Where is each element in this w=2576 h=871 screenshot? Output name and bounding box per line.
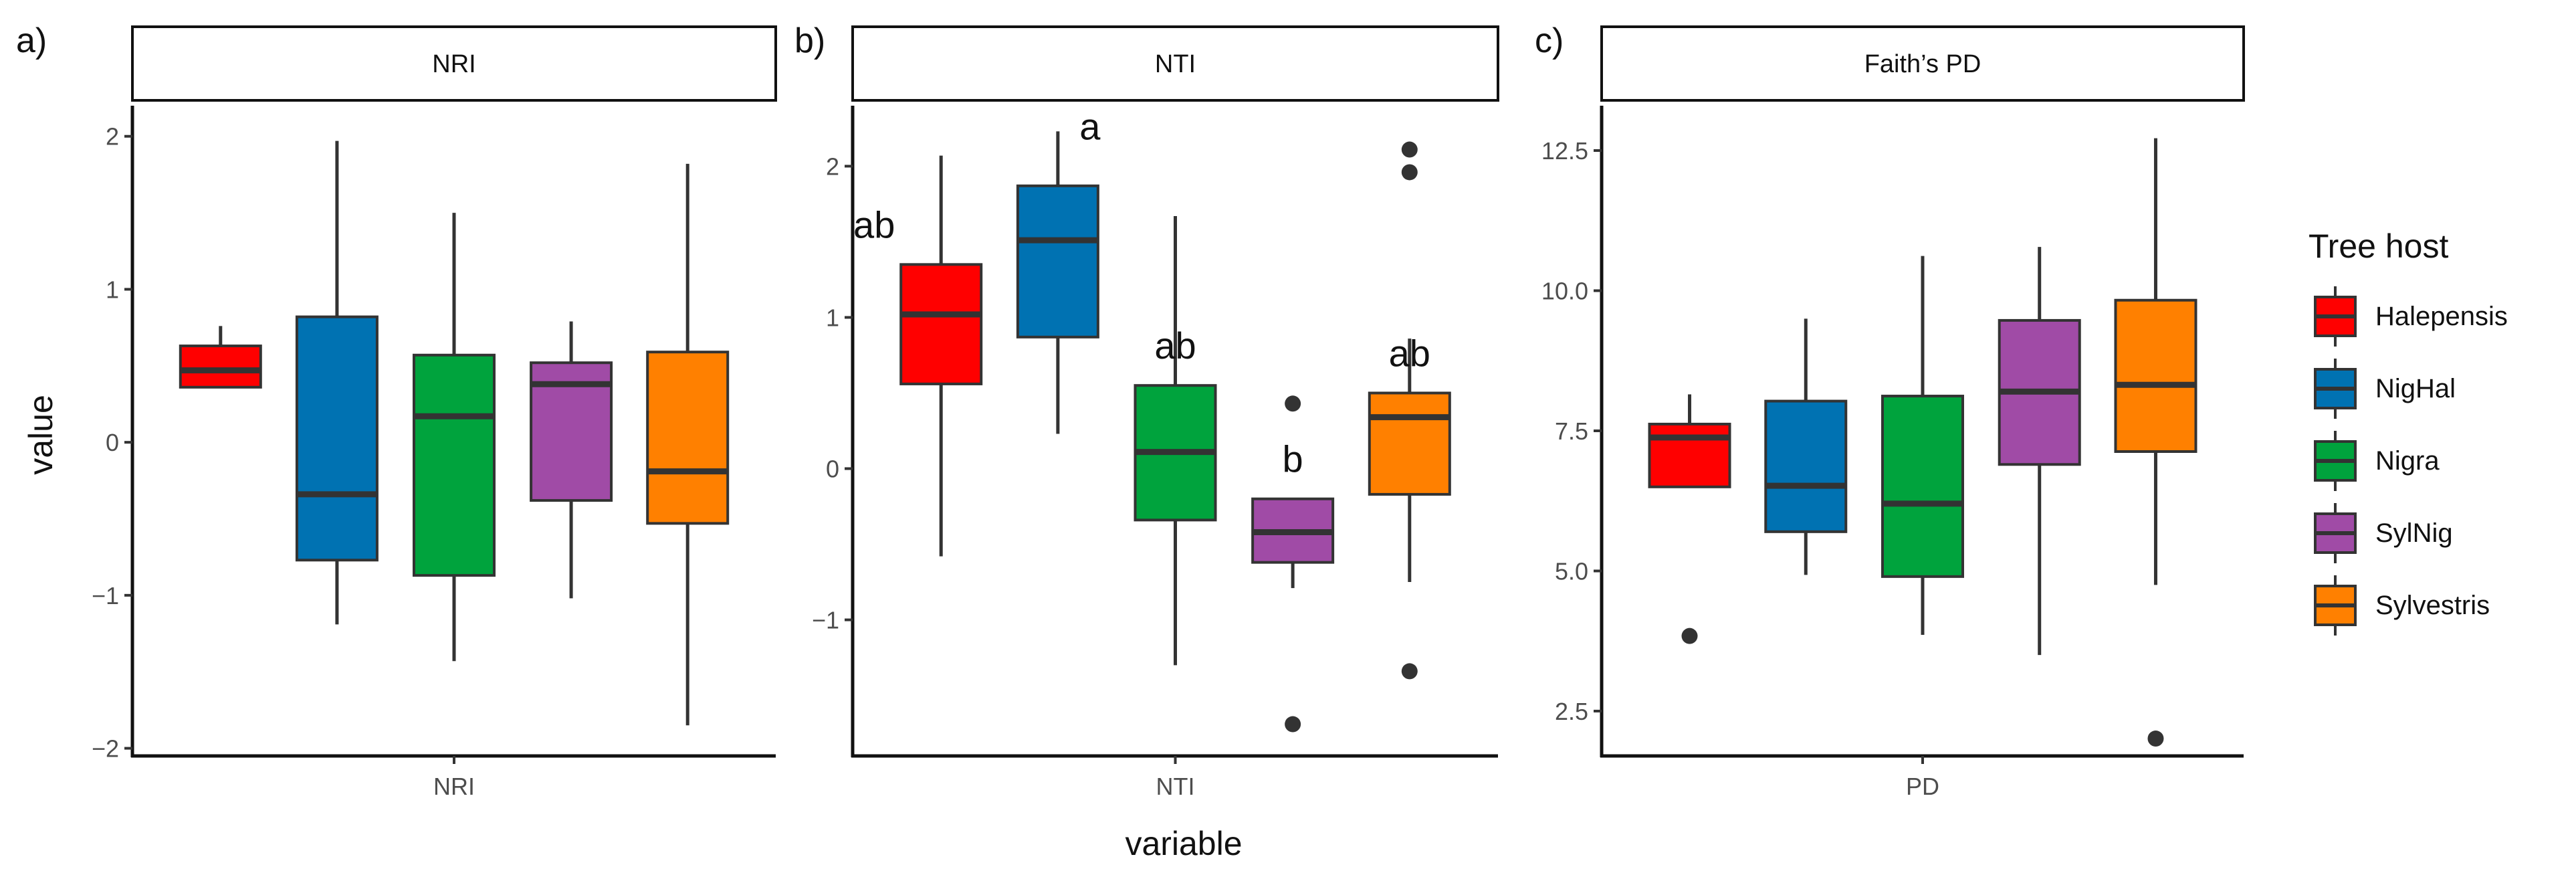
facet-strip (1600, 25, 2245, 102)
box-halepensis: ab (853, 155, 983, 557)
box-iqr (295, 315, 379, 562)
box-iqr (1881, 395, 1964, 578)
outlier-point (2147, 731, 2164, 747)
facet-strip (851, 25, 1499, 102)
box-iqr (899, 263, 983, 385)
significance-label: ab (1389, 332, 1430, 374)
y-tick-label: 2.5 (1555, 698, 1588, 725)
box-iqr (1016, 184, 1099, 338)
box-nigra: ab (1134, 216, 1217, 666)
box-iqr (646, 351, 730, 525)
legend-item-halepensis: Halepensis (2314, 286, 2508, 347)
box-halepensis (1648, 394, 1731, 644)
box-iqr (179, 345, 262, 389)
box-nighal (1764, 318, 1848, 575)
significance-label: ab (853, 203, 895, 246)
outlier-point (1401, 663, 1418, 680)
y-tick-label: 7.5 (1555, 417, 1588, 445)
y-tick-label: 0 (826, 456, 839, 483)
box-sylnig (530, 321, 613, 599)
outlier-point (1285, 716, 1301, 733)
legend-item-sylvestris: Sylvestris (2314, 575, 2490, 636)
box-sylvestris: ab (1368, 141, 1451, 680)
outlier-point (1401, 141, 1418, 158)
y-tick-label: 1 (826, 304, 839, 331)
significance-label: b (1283, 438, 1303, 480)
box-iqr (1648, 422, 1731, 488)
panel-label: c) (1535, 21, 1564, 60)
legend-item-label: Halepensis (2375, 302, 2508, 331)
box-iqr (413, 353, 496, 577)
y-tick-label: −1 (812, 607, 839, 634)
panels: a) NRI −2 −1 0 1 2 NRI b) NTI ab a ab b ab −1 0 1 2 NTI c) Fa… (16, 21, 2245, 800)
legend-item-sylnig: SylNig (2314, 503, 2453, 563)
panel-nri: a) NRI −2 −1 0 1 2 NRI (16, 21, 777, 800)
legend-title: Tree host (2309, 227, 2448, 265)
panel-label: b) (794, 21, 825, 60)
y-tick-label: 5.0 (1555, 557, 1588, 585)
legend-item-label: Nigra (2375, 446, 2440, 476)
panel-pd: c) Faith’s PD 2.5 5.0 7.5 10.0 12.5 PD (1535, 21, 2245, 800)
outlier-point (1681, 627, 1698, 644)
y-tick-label: 2 (106, 123, 119, 151)
panel-label: a) (16, 21, 47, 60)
box-iqr (1368, 391, 1451, 496)
y-tick-label: 2 (826, 153, 839, 180)
significance-label: a (1079, 105, 1101, 147)
x-tick-label: NTI (1156, 773, 1195, 800)
panel-nti: b) NTI ab a ab b ab −1 0 1 2 NTI (794, 21, 1499, 800)
x-tick-label: PD (1906, 773, 1939, 800)
box-nigra (1881, 256, 1964, 636)
box-nighal: a (1016, 105, 1101, 434)
x-tick-label: NRI (433, 773, 475, 800)
legend-item-nighal: NigHal (2314, 359, 2456, 419)
box-sylvestris (2114, 138, 2197, 747)
y-tick-label: 1 (106, 276, 119, 303)
box-nighal (295, 140, 379, 625)
significance-label: ab (1154, 324, 1196, 367)
legend: Tree host Halepensis NigHal Nigra SylNig Syl… (2309, 227, 2508, 636)
box-sylvestris (646, 163, 730, 726)
facet-strip-label: NTI (1155, 50, 1196, 78)
facet-strip (131, 25, 777, 102)
y-axis-title: value (22, 395, 60, 475)
y-tick-label: −1 (92, 582, 119, 609)
box-nigra (413, 213, 496, 662)
box-sylnig: b (1251, 395, 1335, 733)
box-iqr (2114, 298, 2197, 454)
legend-item-label: Sylvestris (2375, 591, 2490, 620)
facet-strip-label: Faith’s PD (1864, 50, 1981, 78)
outlier-point (1285, 395, 1301, 412)
facet-strip-label: NRI (432, 50, 475, 78)
y-tick-label: 10.0 (1541, 278, 1588, 305)
y-tick-label: 0 (106, 429, 119, 456)
y-tick-label: −2 (92, 735, 119, 763)
x-axis-title: variable (1125, 825, 1242, 862)
box-sylnig (1998, 247, 2081, 656)
legend-item-nigra: Nigra (2314, 431, 2440, 491)
box-iqr (1764, 399, 1848, 533)
legend-item-label: NigHal (2375, 374, 2456, 403)
legend-item-label: SylNig (2375, 518, 2453, 548)
outlier-point (1401, 164, 1418, 181)
box-halepensis (179, 326, 262, 389)
y-tick-label: 12.5 (1541, 137, 1588, 165)
